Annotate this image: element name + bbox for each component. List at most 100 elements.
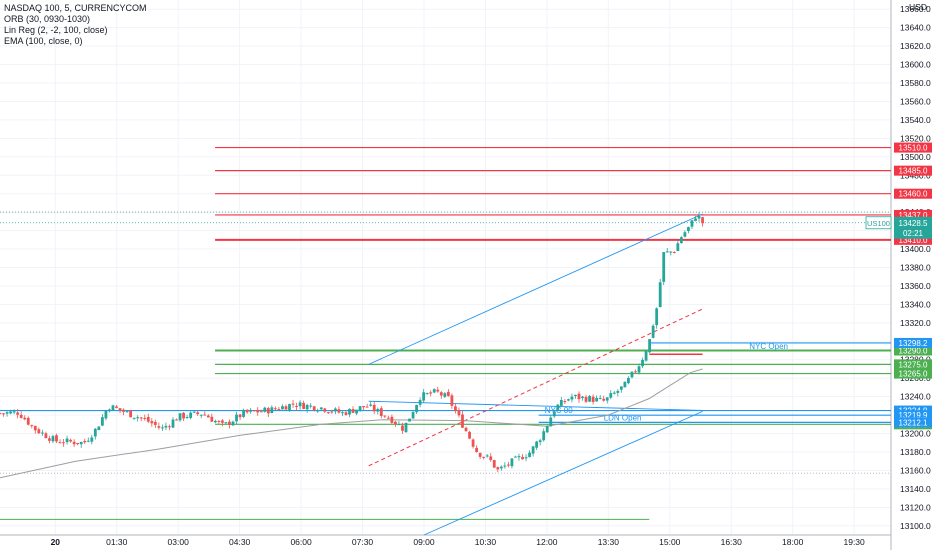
candle (217, 420, 221, 422)
price-tick-label: 13500.0 (900, 152, 931, 162)
candle (588, 396, 591, 402)
candle (100, 417, 104, 426)
regression-mid-line (368, 308, 703, 467)
candle (521, 456, 524, 460)
candle (40, 432, 44, 434)
candle (161, 427, 164, 429)
price-tick-label: 13380.0 (900, 263, 931, 273)
candle (150, 421, 154, 424)
candle (48, 438, 51, 441)
candle (178, 413, 182, 421)
candle (249, 409, 253, 412)
candle (153, 421, 157, 425)
candle (323, 408, 327, 412)
ema-line (0, 368, 703, 479)
candle (510, 458, 514, 467)
legend-symbol: NASDAQ 100, 5, CURRENCYCOM (4, 3, 147, 13)
candle (337, 409, 341, 413)
resistance-level-label-bg (894, 188, 932, 199)
candle (528, 452, 531, 458)
support-level-label: 13265.0 (899, 370, 928, 379)
resistance-level-label-bg (894, 142, 932, 153)
candle (454, 406, 457, 411)
candle (574, 394, 577, 397)
candle (146, 416, 150, 422)
candle (284, 406, 288, 410)
candle (457, 410, 461, 416)
candle (408, 418, 411, 422)
price-tick-label: 13560.0 (900, 96, 931, 106)
candle (312, 406, 316, 411)
candle (556, 404, 560, 411)
candle (362, 406, 366, 408)
session-level-text: NYC Open (749, 342, 788, 351)
candle (351, 409, 355, 413)
candle (83, 440, 87, 443)
candle (545, 425, 549, 433)
candle (577, 393, 581, 400)
candle (266, 408, 270, 414)
candle (344, 412, 348, 415)
candle (16, 412, 20, 415)
candle (701, 217, 704, 224)
regression-channel-line (368, 400, 703, 411)
price-tick-label: 13320.0 (900, 318, 931, 328)
time-tick-label: 18:00 (782, 537, 804, 547)
candle (256, 409, 260, 413)
candle (206, 415, 210, 418)
candle (425, 393, 429, 395)
candle (376, 408, 380, 412)
candle (185, 417, 189, 419)
candle (679, 237, 683, 244)
candle (164, 425, 168, 428)
candle (464, 427, 468, 432)
candle (79, 441, 83, 445)
candle (609, 393, 613, 398)
candle (446, 391, 450, 396)
candle (598, 397, 602, 399)
candle (676, 243, 680, 251)
candle (669, 251, 673, 253)
current-price-bg (894, 216, 932, 239)
support-level-label: 13290.0 (899, 347, 928, 356)
candle (581, 396, 584, 398)
candle (404, 422, 408, 433)
candle (471, 439, 475, 447)
candle (570, 396, 574, 400)
candle (394, 421, 397, 425)
support-level-label-bg (894, 368, 932, 379)
price-tick-label: 13540.0 (900, 115, 931, 125)
resistance-level-label: 13410.0 (899, 236, 928, 245)
candle (348, 408, 351, 415)
session-level-label: 13298.2 (899, 339, 928, 348)
current-price-label: 13428.5 (899, 219, 928, 228)
candle (26, 417, 30, 425)
candle (111, 405, 115, 411)
candle (697, 215, 701, 219)
candle (72, 441, 76, 445)
candle (65, 438, 69, 443)
candle (651, 325, 655, 338)
candle (69, 439, 73, 442)
price-tick-label: 13580.0 (900, 78, 931, 88)
candle (542, 431, 546, 441)
candle (641, 359, 644, 367)
candle (9, 411, 12, 414)
candle (379, 408, 383, 416)
candle (595, 397, 599, 402)
legend-orb: ORB (30, 0930-1030) (4, 14, 91, 24)
candle (482, 456, 486, 458)
candle (390, 416, 394, 423)
candle (612, 392, 616, 394)
candle (369, 404, 373, 406)
price-tick-label: 13520.0 (900, 133, 931, 143)
candle (90, 437, 94, 442)
candle (418, 400, 422, 405)
candle (432, 389, 436, 393)
support-level-label-bg (894, 359, 932, 370)
candle (115, 406, 118, 408)
candle (93, 428, 97, 437)
candle (319, 407, 323, 410)
candle (23, 417, 27, 420)
